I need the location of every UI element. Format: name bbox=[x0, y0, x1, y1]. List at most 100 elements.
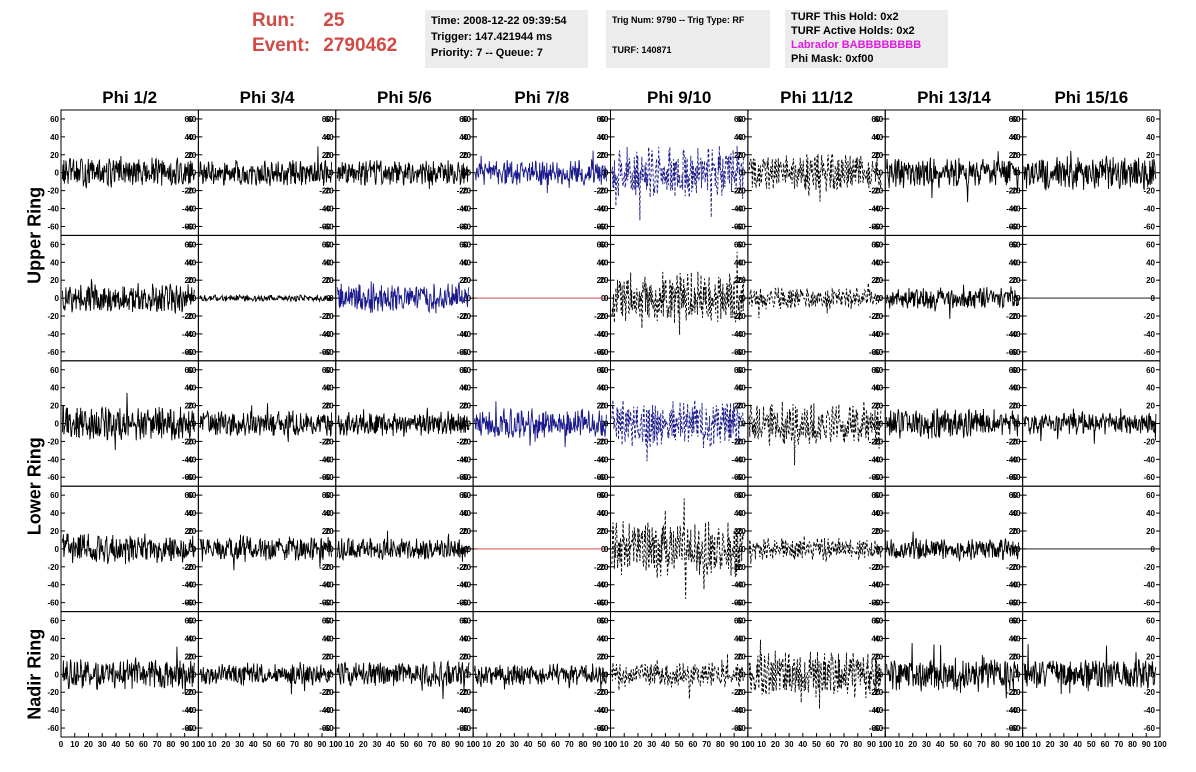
y-tick-label: -60 bbox=[322, 348, 334, 357]
y-tick-label: 60 bbox=[734, 366, 743, 375]
y-tick-label: -20 bbox=[869, 187, 881, 196]
y-tick-label: 20 bbox=[1009, 276, 1018, 285]
x-tick-label: 40 bbox=[661, 740, 670, 749]
y-tick-label: 40 bbox=[50, 133, 59, 142]
y-tick-label: 60 bbox=[737, 491, 746, 500]
y-tick-label: 60 bbox=[322, 115, 331, 124]
x-tick-label: 40 bbox=[936, 740, 945, 749]
y-tick-label: 60 bbox=[459, 617, 468, 626]
x-tick-label: 80 bbox=[853, 740, 862, 749]
y-tick-label: 20 bbox=[600, 276, 609, 285]
y-tick-label: -60 bbox=[185, 473, 197, 482]
y-tick-label: 20 bbox=[459, 527, 468, 536]
y-tick-label: -20 bbox=[322, 437, 334, 446]
y-tick-label: 40 bbox=[597, 634, 606, 643]
y-tick-label: -20 bbox=[1143, 563, 1155, 572]
y-tick-label: 60 bbox=[871, 491, 880, 500]
y-tick-label: 60 bbox=[1146, 115, 1155, 124]
y-tick-label: 20 bbox=[459, 276, 468, 285]
trigger-text: Trigger: 147.421944 ms bbox=[431, 31, 553, 43]
y-tick-label: 60 bbox=[1012, 240, 1021, 249]
y-tick-label: 40 bbox=[737, 258, 746, 267]
x-tick-label: 60 bbox=[276, 740, 285, 749]
y-tick-label: -20 bbox=[731, 312, 743, 321]
trigger-info-box: Trig Num: 9790 -- Trig Type: RF TURF: 14… bbox=[606, 10, 770, 68]
waveform-trace bbox=[474, 401, 607, 448]
y-tick-label: -60 bbox=[182, 473, 194, 482]
y-tick-label: 20 bbox=[597, 652, 606, 661]
y-tick-label: -40 bbox=[319, 581, 331, 590]
y-tick-label: 20 bbox=[874, 652, 883, 661]
waveform-trace bbox=[199, 534, 333, 571]
y-tick-label: 60 bbox=[600, 491, 609, 500]
turf-info-box: TURF This Hold: 0x2 TURF Active Holds: 0… bbox=[785, 10, 948, 68]
y-tick-label: -60 bbox=[457, 724, 469, 733]
y-tick-label: 60 bbox=[462, 115, 471, 124]
y-tick-label: -20 bbox=[594, 688, 606, 697]
y-tick-label: -40 bbox=[47, 330, 59, 339]
waveform-trace bbox=[886, 151, 1019, 203]
y-tick-label: -40 bbox=[734, 330, 746, 339]
y-tick-label: -60 bbox=[322, 599, 334, 608]
y-tick-label: -40 bbox=[185, 706, 197, 715]
y-tick-label: 40 bbox=[871, 634, 880, 643]
y-tick-label: -40 bbox=[1006, 581, 1018, 590]
y-tick-label: -40 bbox=[1009, 205, 1021, 214]
panel-frame bbox=[747, 485, 886, 613]
y-tick-label: -40 bbox=[322, 455, 334, 464]
y-tick-label: 20 bbox=[600, 402, 609, 411]
y-tick-label: 0 bbox=[1016, 420, 1021, 429]
y-tick-label: -40 bbox=[869, 330, 881, 339]
labrador-text: Labrador BABBBBBBBB bbox=[791, 39, 922, 51]
y-tick-label: 0 bbox=[1016, 670, 1021, 679]
x-tick-label: 80 bbox=[991, 740, 1000, 749]
y-tick-label: 0 bbox=[604, 420, 609, 429]
y-tick-label: 20 bbox=[1012, 151, 1021, 160]
y-tick-label: 60 bbox=[871, 240, 880, 249]
y-tick-label: -40 bbox=[731, 581, 743, 590]
waveform-trace bbox=[611, 251, 745, 335]
y-tick-label: -60 bbox=[597, 222, 609, 231]
y-tick-label: 20 bbox=[184, 527, 193, 536]
waveform-trace bbox=[886, 408, 1019, 439]
y-tick-label: -40 bbox=[182, 455, 194, 464]
x-tick-label: 10 bbox=[208, 740, 217, 749]
y-tick-label: -40 bbox=[185, 205, 197, 214]
turf-text: TURF: 140871 bbox=[612, 45, 672, 55]
y-tick-label: 40 bbox=[1146, 133, 1155, 142]
y-tick-label: -20 bbox=[457, 187, 469, 196]
y-tick-label: 20 bbox=[187, 276, 196, 285]
y-tick-label: -20 bbox=[869, 563, 881, 572]
x-tick-label: 90 bbox=[455, 740, 464, 749]
y-tick-label: -20 bbox=[1009, 312, 1021, 321]
y-tick-label: 40 bbox=[459, 509, 468, 518]
y-tick-label: -20 bbox=[319, 437, 331, 446]
waveform-trace bbox=[61, 646, 195, 694]
y-tick-label: -60 bbox=[185, 724, 197, 733]
y-tick-label: -20 bbox=[734, 563, 746, 572]
y-tick-label: 60 bbox=[871, 115, 880, 124]
x-tick-label: 30 bbox=[98, 740, 107, 749]
y-tick-label: 40 bbox=[1146, 384, 1155, 393]
y-tick-label: -20 bbox=[597, 688, 609, 697]
y-tick-label: 0 bbox=[189, 545, 194, 554]
y-tick-label: -60 bbox=[734, 473, 746, 482]
panel-frame bbox=[610, 109, 749, 236]
y-tick-label: 20 bbox=[600, 527, 609, 536]
x-tick-label: 60 bbox=[551, 740, 560, 749]
panel-frame bbox=[610, 485, 749, 613]
y-tick-label: 0 bbox=[329, 420, 334, 429]
x-tick-label: 100 bbox=[192, 740, 206, 749]
y-tick-label: -60 bbox=[1143, 473, 1155, 482]
y-tick-label: 60 bbox=[737, 115, 746, 124]
y-tick-label: 20 bbox=[737, 652, 746, 661]
y-tick-label: 0 bbox=[464, 545, 469, 554]
x-tick-label: 70 bbox=[153, 740, 162, 749]
y-tick-label: 60 bbox=[459, 240, 468, 249]
y-tick-label: -60 bbox=[731, 222, 743, 231]
x-tick-label: 70 bbox=[565, 740, 574, 749]
y-tick-label: -60 bbox=[47, 599, 59, 608]
y-tick-label: -60 bbox=[872, 222, 884, 231]
priority-text: Priority: 7 -- Queue: 7 bbox=[431, 47, 543, 59]
y-tick-label: 0 bbox=[189, 420, 194, 429]
